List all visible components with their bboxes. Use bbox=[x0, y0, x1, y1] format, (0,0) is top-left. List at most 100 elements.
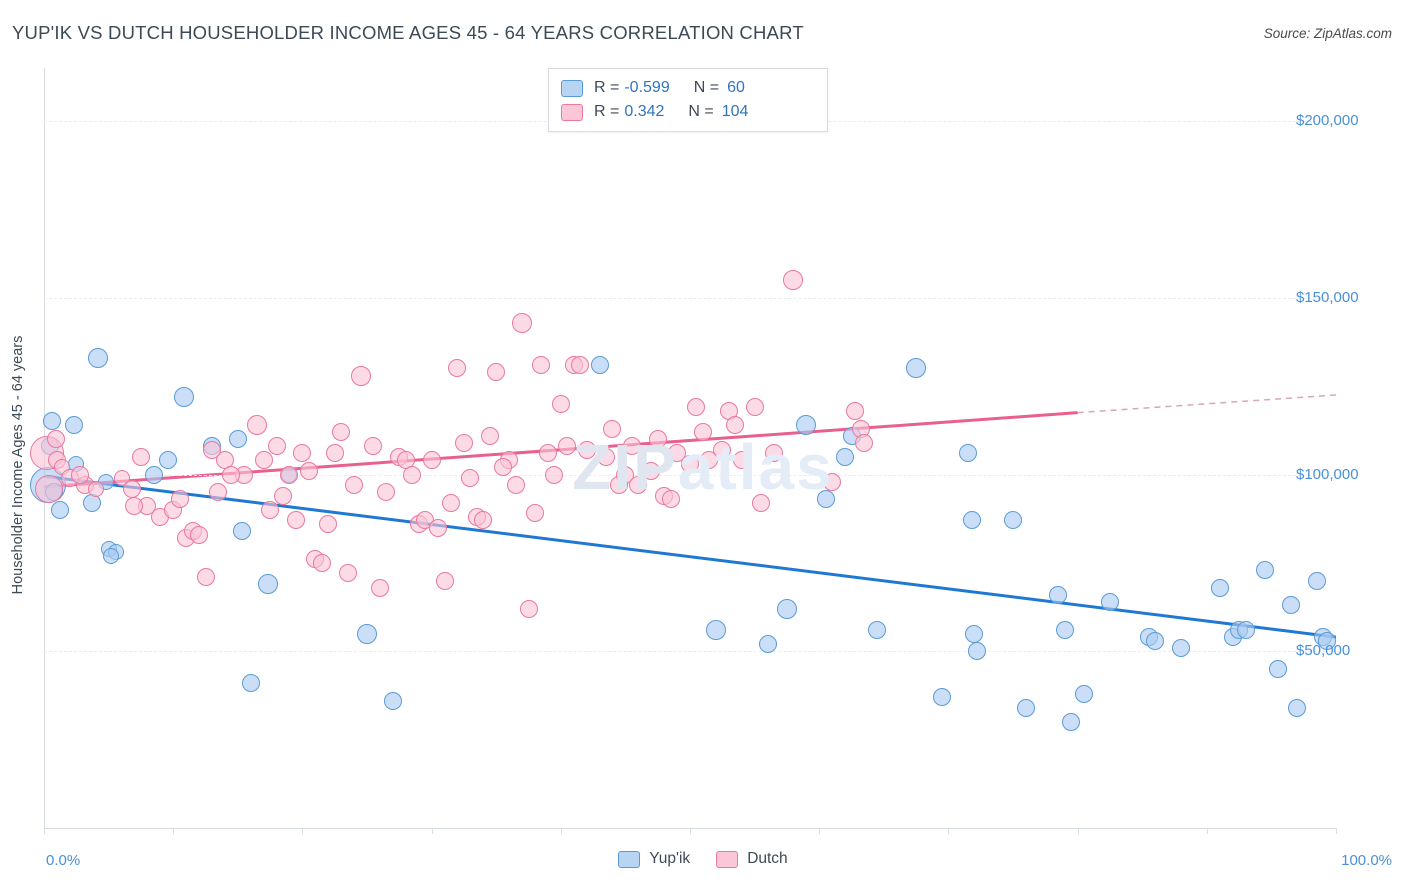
data-point bbox=[1236, 621, 1255, 640]
data-point bbox=[693, 423, 712, 442]
data-point bbox=[796, 415, 817, 436]
data-point bbox=[519, 599, 538, 618]
r-value-yupik: -0.599 bbox=[624, 79, 670, 96]
data-point bbox=[170, 490, 189, 509]
data-point bbox=[1075, 684, 1094, 703]
data-point bbox=[461, 469, 480, 488]
data-point bbox=[705, 620, 726, 641]
stats-legend: R = -0.599 N = 60 R = 0.342 N = 104 bbox=[548, 68, 828, 132]
data-point bbox=[661, 490, 680, 509]
data-point bbox=[1288, 698, 1307, 717]
data-point bbox=[454, 433, 473, 452]
data-point bbox=[1100, 592, 1119, 611]
r-value-dutch: 0.342 bbox=[624, 103, 665, 120]
data-point bbox=[1307, 571, 1326, 590]
data-point bbox=[687, 398, 706, 417]
data-point bbox=[1055, 621, 1074, 640]
x-tick bbox=[302, 828, 304, 834]
data-point bbox=[46, 430, 65, 449]
data-point bbox=[350, 365, 371, 386]
data-point bbox=[196, 568, 215, 587]
data-point bbox=[286, 511, 305, 530]
series-legend-dutch[interactable]: Dutch bbox=[716, 850, 788, 868]
data-point bbox=[758, 635, 777, 654]
data-point bbox=[202, 440, 221, 459]
data-point bbox=[493, 458, 512, 477]
data-point bbox=[370, 578, 389, 597]
data-point bbox=[261, 500, 280, 519]
x-tick bbox=[1336, 828, 1337, 834]
source-label: Source: ZipAtlas.com bbox=[1263, 26, 1392, 41]
series-legend-yupik[interactable]: Yup'ik bbox=[618, 850, 690, 868]
data-point bbox=[441, 493, 460, 512]
data-point bbox=[967, 642, 986, 661]
data-point bbox=[131, 447, 150, 466]
data-point bbox=[190, 525, 209, 544]
plot-area bbox=[29, 68, 1337, 834]
y-tick-label: $100,000 bbox=[1296, 465, 1359, 483]
data-point bbox=[435, 571, 454, 590]
data-point bbox=[144, 465, 163, 484]
series-label-dutch: Dutch bbox=[747, 850, 788, 867]
data-point bbox=[629, 476, 648, 495]
data-point bbox=[571, 355, 590, 374]
n-label-yupik: N = bbox=[693, 79, 720, 96]
legend-swatch-dutch bbox=[561, 103, 583, 121]
data-point bbox=[403, 465, 422, 484]
series-label-yupik: Yup'ik bbox=[649, 850, 691, 867]
data-point bbox=[103, 547, 120, 564]
data-point bbox=[35, 474, 64, 503]
data-point bbox=[745, 398, 764, 417]
data-point bbox=[512, 312, 533, 333]
gridline bbox=[44, 474, 1336, 476]
data-point bbox=[642, 461, 661, 480]
data-point bbox=[965, 624, 984, 643]
data-point bbox=[209, 483, 228, 502]
data-point bbox=[429, 518, 448, 537]
x-tick bbox=[44, 828, 45, 834]
data-point bbox=[668, 444, 687, 463]
data-point bbox=[422, 451, 441, 470]
data-point bbox=[681, 454, 699, 473]
data-point bbox=[173, 386, 194, 407]
data-point bbox=[597, 447, 616, 466]
data-point bbox=[122, 479, 141, 498]
data-point bbox=[383, 691, 402, 710]
data-point bbox=[958, 444, 977, 463]
data-point bbox=[764, 444, 783, 463]
data-point bbox=[1016, 698, 1035, 717]
r-label-dutch: R = bbox=[594, 103, 620, 120]
data-point bbox=[1268, 659, 1287, 678]
data-point bbox=[525, 504, 544, 523]
data-point bbox=[247, 415, 268, 436]
data-point bbox=[42, 412, 61, 431]
data-point bbox=[474, 511, 493, 530]
data-point bbox=[228, 430, 247, 449]
x-tick bbox=[819, 828, 821, 834]
data-point bbox=[159, 451, 178, 470]
series-swatch-yupik bbox=[618, 850, 641, 868]
data-point bbox=[1171, 638, 1190, 657]
x-tick bbox=[1206, 828, 1208, 834]
data-point bbox=[332, 423, 351, 442]
data-point bbox=[783, 270, 804, 291]
x-tick bbox=[560, 828, 562, 834]
x-tick bbox=[690, 828, 691, 834]
data-point bbox=[532, 355, 551, 374]
data-point bbox=[823, 472, 842, 491]
stats-legend-row-dutch: R = 0.342 N = 104 bbox=[561, 100, 748, 124]
gridline bbox=[44, 297, 1336, 299]
data-point bbox=[232, 522, 251, 541]
y-tick-label: $50,000 bbox=[1296, 642, 1351, 660]
data-point bbox=[846, 401, 865, 420]
data-point bbox=[64, 416, 83, 435]
data-point bbox=[280, 465, 299, 484]
data-point bbox=[855, 433, 874, 452]
data-point bbox=[480, 426, 499, 445]
data-point bbox=[1004, 511, 1022, 530]
data-point bbox=[88, 347, 109, 368]
data-point bbox=[357, 623, 377, 644]
data-point bbox=[254, 451, 273, 470]
data-point bbox=[345, 476, 364, 495]
data-point bbox=[1281, 596, 1300, 615]
